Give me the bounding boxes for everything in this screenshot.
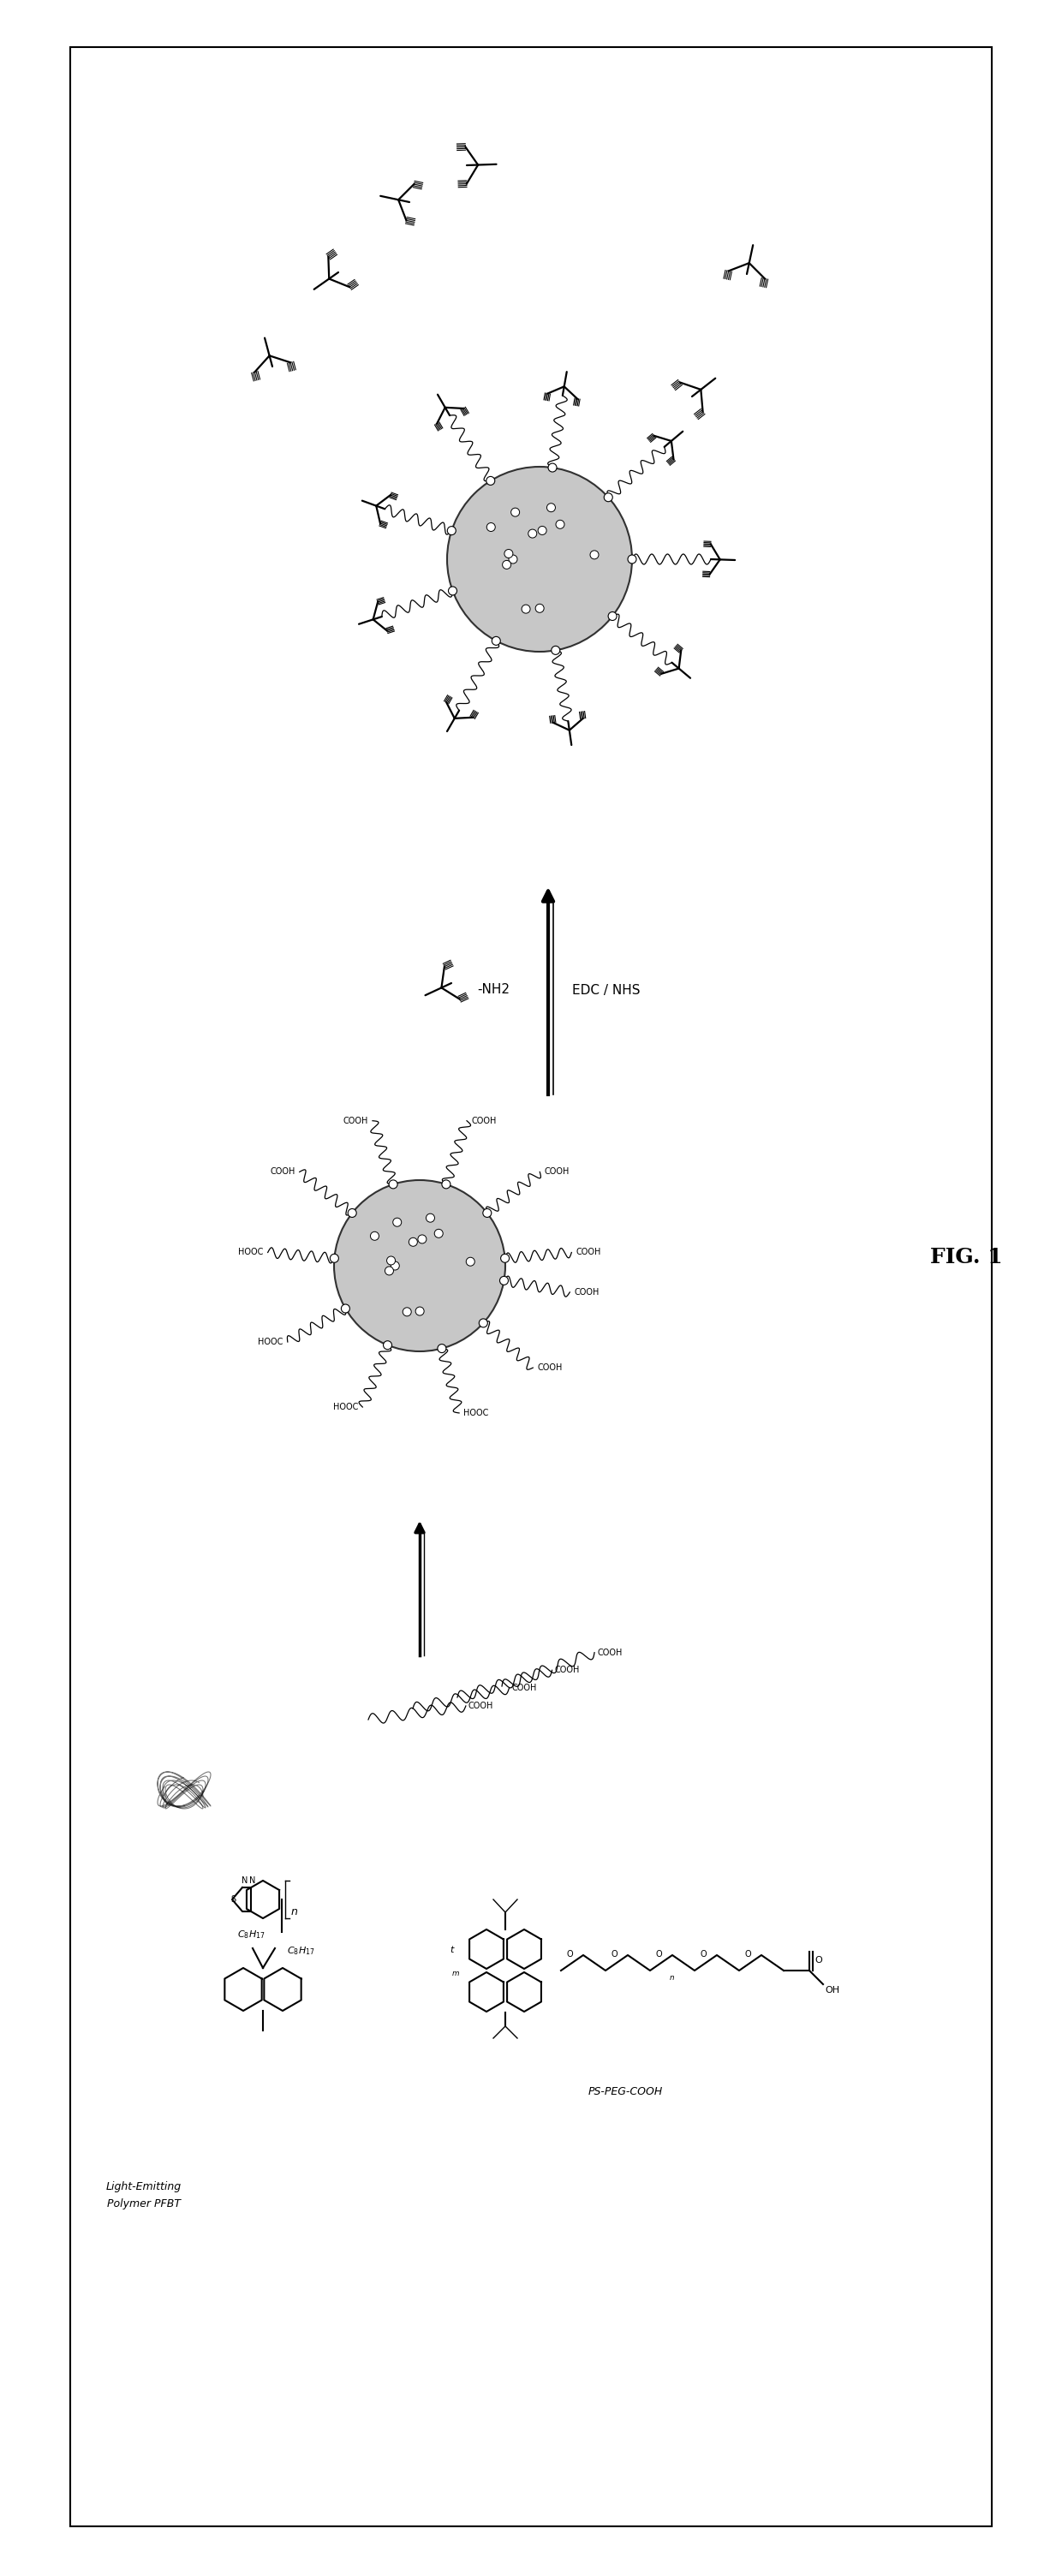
Circle shape [447,526,456,536]
Text: N: N [242,1875,249,1886]
Circle shape [371,1231,379,1239]
Text: COOH: COOH [537,1363,563,1373]
Circle shape [393,1218,401,1226]
Circle shape [551,647,560,654]
Text: n: n [291,1906,298,1917]
Text: N: N [250,1875,256,1886]
Text: Light-Emitting: Light-Emitting [106,2182,182,2192]
Text: $C_8H_{17}$: $C_8H_{17}$ [237,1929,264,1940]
Circle shape [409,1236,417,1247]
Circle shape [504,549,513,559]
Circle shape [466,1257,475,1265]
Circle shape [509,554,517,564]
Circle shape [486,523,495,531]
Text: O: O [815,1955,822,1965]
Circle shape [426,1213,434,1221]
Text: COOH: COOH [575,1288,599,1296]
Circle shape [415,1306,424,1316]
Text: O: O [611,1950,617,1958]
Text: PS-PEG-COOH: PS-PEG-COOH [588,2087,663,2097]
Text: COOH: COOH [472,1115,496,1126]
Text: $t$: $t$ [449,1945,456,1955]
Circle shape [348,1208,357,1218]
Circle shape [502,562,511,569]
Bar [70,46,992,2527]
Text: COOH: COOH [576,1249,601,1257]
Circle shape [538,526,547,536]
Circle shape [341,1303,349,1314]
Circle shape [434,1229,443,1236]
Text: COOH: COOH [468,1703,494,1710]
Circle shape [486,477,495,484]
Circle shape [604,492,613,502]
Circle shape [547,502,555,513]
Text: HOOC: HOOC [333,1404,358,1412]
Text: FIG. 1: FIG. 1 [930,1247,1003,1267]
Circle shape [391,1262,399,1270]
Circle shape [389,1180,397,1188]
Circle shape [402,1309,411,1316]
Circle shape [500,1255,510,1262]
Text: OH: OH [825,1986,839,1994]
Text: EDC / NHS: EDC / NHS [572,984,640,997]
Text: COOH: COOH [597,1649,622,1656]
Circle shape [387,1257,395,1265]
Circle shape [535,603,544,613]
Text: COOH: COOH [544,1167,569,1177]
Circle shape [384,1267,394,1275]
Circle shape [492,636,500,644]
Text: HOOC: HOOC [258,1337,284,1347]
Circle shape [500,1275,509,1285]
Circle shape [609,613,617,621]
Text: COOH: COOH [270,1167,295,1177]
Circle shape [511,507,519,518]
Circle shape [555,520,564,528]
Text: HOOC: HOOC [238,1249,263,1257]
Circle shape [483,1208,492,1218]
Circle shape [548,464,556,471]
Text: COOH: COOH [554,1667,580,1674]
Circle shape [383,1342,392,1350]
Circle shape [335,1180,506,1352]
Circle shape [590,551,599,559]
Text: HOOC: HOOC [463,1409,489,1417]
Text: O: O [566,1950,572,1958]
Text: O: O [655,1950,662,1958]
Text: O: O [744,1950,751,1958]
Text: $C_8H_{17}$: $C_8H_{17}$ [287,1945,314,1958]
Circle shape [447,466,632,652]
Circle shape [521,605,530,613]
Text: COOH: COOH [343,1115,369,1126]
Text: COOH: COOH [512,1685,537,1692]
Circle shape [528,528,536,538]
Text: Polymer PFBT: Polymer PFBT [107,2197,181,2210]
Circle shape [438,1345,446,1352]
Text: -NH2: -NH2 [477,984,510,997]
Text: S: S [230,1896,236,1904]
Circle shape [628,554,636,564]
Circle shape [417,1234,427,1244]
Circle shape [442,1180,450,1188]
Circle shape [479,1319,487,1327]
Text: $_m$: $_m$ [451,1965,460,1978]
Text: O: O [700,1950,706,1958]
Text: $_n$: $_n$ [669,1971,675,1984]
Circle shape [448,587,457,595]
Circle shape [330,1255,339,1262]
